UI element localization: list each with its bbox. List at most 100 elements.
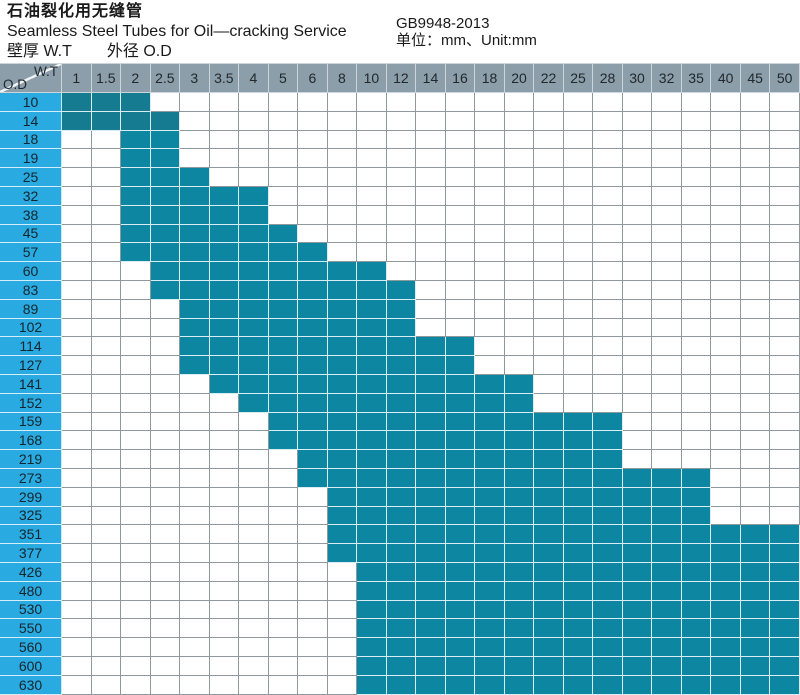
size-cell — [593, 280, 623, 300]
size-cell — [357, 243, 387, 263]
size-cell — [209, 299, 240, 319]
size-cell — [298, 356, 328, 375]
size-cell — [445, 675, 476, 695]
size-cell — [652, 412, 682, 432]
size-cell — [180, 186, 210, 206]
size-cell — [91, 656, 122, 676]
size-cell — [563, 619, 594, 639]
size-cell — [327, 638, 358, 657]
size-cell — [770, 619, 800, 639]
size-cell — [475, 262, 505, 281]
wt-header-cell: 35 — [681, 63, 712, 93]
size-cell — [504, 262, 535, 281]
size-cell — [622, 468, 653, 488]
size-cell — [740, 544, 771, 563]
size-cell — [327, 675, 358, 695]
size-cell — [298, 149, 328, 169]
size-cell — [180, 487, 210, 507]
size-cell — [711, 111, 741, 131]
size-cell — [357, 600, 387, 620]
size-cell — [534, 600, 564, 620]
size-cell — [416, 656, 446, 676]
size-cell — [357, 337, 387, 357]
size-cell — [209, 393, 240, 413]
size-cell — [416, 299, 446, 319]
size-cell — [622, 149, 653, 169]
size-cell — [298, 168, 328, 187]
size-cell — [770, 506, 800, 526]
od-label-cell: 299 — [0, 487, 62, 507]
size-cell — [563, 186, 594, 206]
size-cell — [711, 299, 741, 319]
size-cell — [327, 619, 358, 639]
size-cell — [593, 600, 623, 620]
size-cell — [711, 205, 741, 225]
size-cell — [534, 468, 564, 488]
size-cell — [121, 412, 151, 432]
od-label-cell: 14 — [0, 111, 62, 131]
size-cell — [121, 638, 151, 657]
size-cell — [91, 93, 122, 112]
size-cell — [652, 280, 682, 300]
size-cell — [534, 224, 564, 244]
size-cell — [593, 168, 623, 187]
size-cell — [740, 506, 771, 526]
size-cell — [357, 224, 387, 244]
size-cell — [121, 675, 151, 695]
title-chinese: 石油裂化用无缝管 — [7, 3, 144, 20]
wt-header-cell: 3 — [180, 63, 210, 93]
size-cell — [239, 431, 269, 451]
size-cell — [62, 337, 92, 357]
size-cell — [239, 656, 269, 676]
size-cell — [298, 619, 328, 639]
size-cell — [62, 675, 92, 695]
size-cell — [770, 562, 800, 582]
size-cell — [770, 525, 800, 545]
size-cell — [711, 186, 741, 206]
size-cell — [327, 544, 358, 563]
size-cell — [62, 581, 92, 601]
size-cell — [298, 600, 328, 620]
size-cell — [534, 262, 564, 281]
size-cell — [445, 581, 476, 601]
size-cell — [711, 393, 741, 413]
size-cell — [298, 243, 328, 263]
size-cell — [504, 638, 535, 657]
size-cell — [563, 224, 594, 244]
size-cell — [681, 675, 712, 695]
size-cell — [475, 638, 505, 657]
size-cell — [681, 149, 712, 169]
size-cell — [534, 318, 564, 338]
size-cell — [740, 243, 771, 263]
size-cell — [121, 299, 151, 319]
size-cell — [180, 562, 210, 582]
size-cell — [770, 111, 800, 131]
wt-header-cell: 28 — [593, 63, 623, 93]
size-cell — [563, 318, 594, 338]
wt-header-cell: 10 — [357, 63, 387, 93]
size-cell — [298, 656, 328, 676]
size-cell — [652, 450, 682, 469]
wt-header-cell: 5 — [268, 63, 299, 93]
size-cell — [91, 600, 122, 620]
size-cell — [239, 393, 269, 413]
od-label-cell: 57 — [0, 243, 62, 263]
size-cell — [504, 619, 535, 639]
size-cell — [622, 656, 653, 676]
wt-header-cell: 25 — [563, 63, 594, 93]
size-cell — [298, 675, 328, 695]
size-cell — [357, 468, 387, 488]
size-cell — [121, 337, 151, 357]
size-cell — [62, 356, 92, 375]
size-cell — [445, 337, 476, 357]
size-cell — [711, 374, 741, 394]
size-cell — [563, 280, 594, 300]
size-cell — [681, 168, 712, 187]
size-cell — [180, 224, 210, 244]
size-cell — [298, 262, 328, 281]
size-cell — [150, 675, 181, 695]
size-cell — [681, 243, 712, 263]
size-cell — [475, 412, 505, 432]
wt-header-cell: 8 — [327, 63, 358, 93]
size-cell — [180, 149, 210, 169]
